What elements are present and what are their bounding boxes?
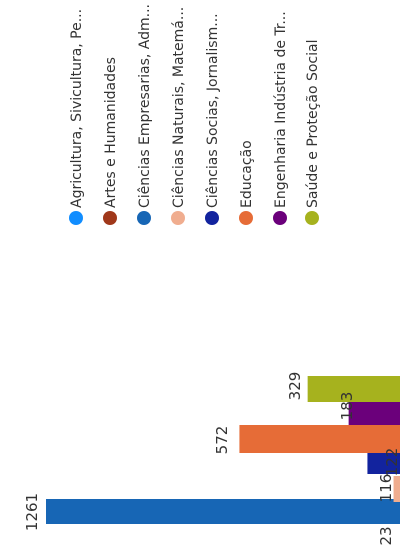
value-labels-group: 1261 23 116 572 183 329 122 (23, 372, 400, 546)
legend-label-6: Engenharia Indústria de Tr... (273, 11, 289, 208)
legend: Agricultura, Sivicultura, Pe... Artes e H… (69, 4, 321, 225)
value-label-2: 1261 (23, 493, 41, 531)
legend-swatch-5 (239, 211, 253, 225)
bar-2[interactable] (46, 499, 400, 524)
value-label-3: 23 (377, 526, 395, 545)
legend-label-7: Saúde e Proteção Social (305, 40, 321, 208)
legend-item-4[interactable]: Ciências Socias, Jornalism... (205, 13, 221, 225)
bar-5[interactable] (239, 425, 400, 453)
legend-label-1: Artes e Humanidades (103, 57, 119, 208)
legend-label-4: Ciências Socias, Jornalism... (205, 13, 221, 208)
legend-item-0[interactable]: Agricultura, Sivicultura, Pe... (69, 9, 85, 225)
legend-item-2[interactable]: Ciências Empresarias, Adm... (137, 4, 153, 225)
legend-item-1[interactable]: Artes e Humanidades (103, 57, 119, 225)
bar-6[interactable] (348, 402, 400, 425)
legend-label-0: Agricultura, Sivicultura, Pe... (69, 9, 85, 208)
bars-group (46, 376, 400, 524)
bar-3[interactable] (393, 476, 400, 502)
legend-swatch-2 (137, 211, 151, 225)
legend-swatch-6 (273, 211, 287, 225)
legend-item-7[interactable]: Saúde e Proteção Social (305, 40, 321, 225)
legend-item-6[interactable]: Engenharia Indústria de Tr... (273, 11, 289, 225)
legend-swatch-1 (103, 211, 117, 225)
value-label-5: 572 (213, 426, 231, 455)
bar-7[interactable] (307, 376, 400, 402)
legend-swatch-7 (305, 211, 319, 225)
legend-label-2: Ciências Empresarias, Adm... (137, 4, 153, 208)
value-label-7: 329 (286, 372, 304, 401)
value-label-6: 183 (338, 392, 356, 421)
legend-item-3[interactable]: Ciências Naturais, Matemá... (171, 7, 187, 225)
legend-swatch-3 (171, 211, 185, 225)
legend-label-3: Ciências Naturais, Matemá... (171, 7, 187, 208)
bar-4[interactable] (367, 452, 400, 474)
value-label-4: 116 (377, 474, 395, 503)
legend-item-5[interactable]: Educação (239, 140, 255, 225)
legend-label-5: Educação (239, 140, 255, 208)
legend-swatch-0 (69, 211, 83, 225)
legend-swatch-4 (205, 211, 219, 225)
value-label-extra: 122 (383, 448, 400, 477)
